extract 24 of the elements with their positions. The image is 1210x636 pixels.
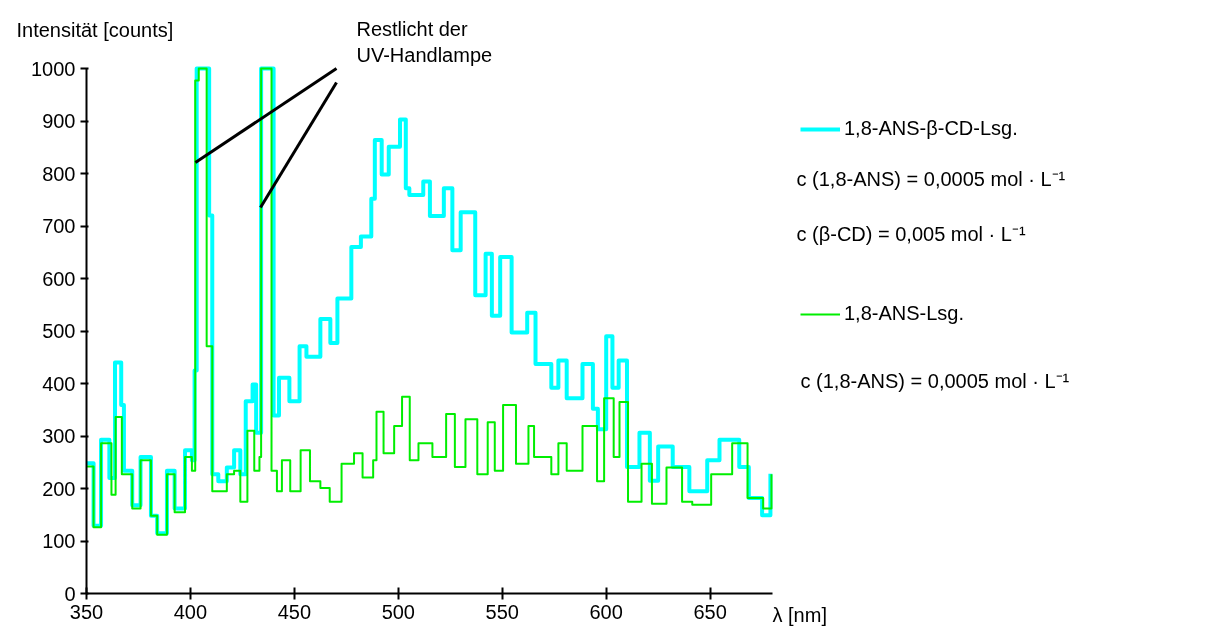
y-tick-label: 500 — [42, 320, 76, 342]
y-tick-label: 100 — [42, 530, 76, 552]
y-tick-label: 1000 — [31, 57, 76, 80]
y-tick-label: 600 — [42, 267, 76, 290]
y-tick-label: 400 — [42, 372, 76, 395]
y-tick-label: 300 — [42, 425, 76, 447]
x-axis-title: λ [nm] — [772, 603, 827, 626]
text: c (1,8-ANS) = 0,0005 mol · L⁻¹ — [796, 167, 1066, 190]
annotation: Restlicht der UV-Handlampe — [356, 18, 493, 67]
text: c (1,8-ANS) = 0,0005 mol · L⁻¹ — [800, 369, 1070, 392]
y-tick-label: 700 — [42, 215, 76, 237]
x-tick-label: 400 — [173, 600, 208, 623]
x-tick-label: 600 — [589, 600, 623, 623]
y-tick-label: 900 — [42, 110, 76, 132]
y-tick-label: 800 — [42, 162, 76, 185]
y-axis-title: Intensität [counts] — [16, 18, 174, 41]
text: c (β-CD) = 0,005 mol · L⁻¹ — [796, 222, 1026, 245]
x-tick-label: 550 — [485, 600, 519, 623]
y-tick-label: 200 — [42, 477, 76, 500]
legend-label: 1,8-ANS-β-CD-Lsg. — [844, 117, 1018, 140]
x-tick-label: 500 — [381, 600, 416, 623]
legend-label: 1,8-ANS-Lsg. — [844, 302, 965, 325]
x-tick-label: 450 — [277, 600, 312, 623]
x-tick-label: 650 — [693, 600, 727, 623]
